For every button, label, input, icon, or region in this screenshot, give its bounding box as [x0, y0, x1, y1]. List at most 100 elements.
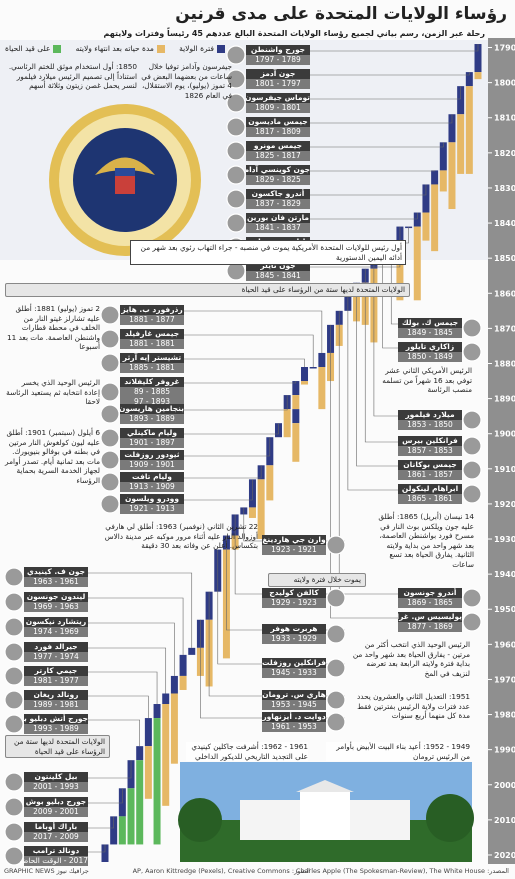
president-name: جورج دبليو بوش [24, 797, 88, 807]
legend-label: مدة حياته بعد انتهاء ولايته [75, 44, 154, 53]
leader-line [88, 844, 106, 853]
leader-line [184, 358, 305, 367]
term-bar [179, 654, 187, 676]
post-term-bar [448, 142, 456, 210]
president-name: وودرو ويلسون [120, 494, 184, 504]
president-name: دوايت د. أيزنهاور [262, 712, 326, 722]
portrait [226, 45, 246, 65]
term-years: 1945 - 1953 [262, 700, 326, 710]
portrait [326, 535, 346, 555]
annotation: 22 تشرين الثاني (نوفمبر) 1963: أطلق لي ه… [104, 522, 258, 550]
term-bar [474, 44, 482, 73]
portrait [462, 460, 482, 480]
term-bar [292, 409, 300, 424]
president-label: غروفر كليفلاند 1885 - 89 1893 - 97 [120, 377, 184, 407]
president-name: هربرت هوفر [262, 624, 326, 634]
agency-credit: جرافيك نيوز GRAPHIC NEWS [4, 867, 89, 875]
leader-line [88, 719, 140, 747]
president-name: جيمس غارفيلد [120, 329, 184, 339]
leader-line [184, 465, 262, 479]
term-years: 1923 - 1929 [262, 598, 326, 608]
annotation: 1951: التعديل الثاني والعشرون يحدد عدد ف… [357, 692, 470, 720]
president-label: أندرو جونسون 1865 - 1869 [398, 588, 462, 608]
president-name: غروفر كليفلاند [120, 377, 184, 387]
portrait [4, 690, 24, 710]
leader-line [330, 324, 398, 619]
portrait [226, 213, 246, 233]
term-years: 1817 - 1825 [246, 151, 310, 161]
term-years: 1885 - 89 [120, 387, 184, 397]
y-tick-label: 1980 [494, 711, 515, 720]
president-label: بنجامين هاريسون 1889 - 1893 [120, 404, 184, 424]
y-tick-label: 1960 [494, 640, 515, 649]
subtitle: رحلة عبر الزمن، رسم بياني لجميع رؤساء ال… [103, 29, 485, 38]
legend-swatch [217, 45, 225, 53]
president-label: أندرو جاكسون 1829 - 1837 [246, 189, 310, 209]
y-tick-label: 1880 [494, 359, 515, 368]
president-label: ريتشارد نيكسون 1969 - 1974 [24, 617, 88, 637]
president-name: باراك أوباما [24, 822, 88, 832]
portrait [462, 410, 482, 430]
president-name: مارتن فان بورين [246, 213, 310, 223]
legend-item: فترة الولاية [179, 44, 225, 53]
president-label: جيمس ماديسون 1809 - 1817 [246, 117, 310, 137]
president-label: وودرو ويلسون 1913 - 1921 [120, 494, 184, 514]
post-term-bar [413, 226, 421, 301]
term-years: 1989 - 1993 [24, 724, 88, 734]
president-label: وليام تافت 1909 - 1913 [120, 472, 184, 492]
leader-line [347, 296, 398, 491]
term-years: 1969 - 1974 [24, 627, 88, 637]
term-years: 1901 - 1909 [120, 460, 184, 470]
leader-line [88, 760, 132, 779]
y-tick-label: 2000 [494, 781, 515, 790]
alive-bar [127, 788, 135, 845]
y-tick-label: 1950 [494, 605, 515, 614]
term-years: 1829 - 1837 [246, 199, 310, 209]
portrait [100, 305, 120, 325]
president-name: ميلارد فيلمور [398, 410, 462, 420]
y-tick-label: 1850 [494, 254, 515, 263]
president-name: وليام تافت [120, 472, 184, 482]
portrait [4, 772, 24, 792]
leader-line [310, 212, 418, 220]
leader-line [184, 437, 271, 457]
post-term-bar [162, 704, 170, 806]
president-label: ليندون جونسون 1963 - 1969 [24, 592, 88, 612]
y-tick-label: 1930 [494, 535, 515, 544]
portrait [326, 624, 346, 644]
legend-swatch [53, 45, 62, 53]
y-tick-label: 1810 [494, 114, 515, 123]
post-term-bar [422, 212, 430, 241]
annotation: 1949 - 1952: أعيد بناء البيت الأبيض بأوا… [326, 742, 470, 761]
leader-line [310, 184, 427, 196]
post-term-bar [465, 86, 473, 174]
president-label: جون تايلر 1841 - 1845 [246, 261, 310, 281]
leader-line [88, 647, 167, 694]
y-tick-label: 1830 [494, 184, 515, 193]
post-term-bar [170, 693, 178, 764]
term-years: 1801 - 1809 [246, 103, 310, 113]
portrait [326, 712, 346, 732]
portrait [4, 666, 24, 686]
portrait [100, 353, 120, 373]
y-tick-label: 1800 [494, 79, 515, 88]
president-label: هربرت هوفر 1929 - 1933 [262, 624, 326, 644]
leader-line [184, 479, 253, 501]
president-label: فرانكلين بيرس 1853 - 1857 [398, 436, 462, 456]
president-name: جون تايلر [246, 261, 310, 271]
president-name: جورج واشنطن [246, 45, 310, 55]
term-years: 1869 - 1877 [398, 622, 462, 632]
term-bar [162, 693, 170, 705]
portrait [100, 329, 120, 349]
annotation: 1850: أول استخدام موثق للختم الرئاسي. اس… [8, 62, 137, 90]
president-label: بيل كلينتون 1993 - 2001 [24, 772, 88, 792]
president-label: ابراهام لينكولن 1861 - 1865 [398, 484, 462, 504]
president-label: رونالد ريغان 1981 - 1989 [24, 690, 88, 710]
president-label: رذرفورد ب. هايز 1877 - 1881 [120, 305, 184, 325]
leader-line [184, 310, 323, 353]
term-years: 1849 - 1850 [398, 352, 462, 362]
portrait [4, 822, 24, 842]
leader-line [88, 816, 114, 829]
